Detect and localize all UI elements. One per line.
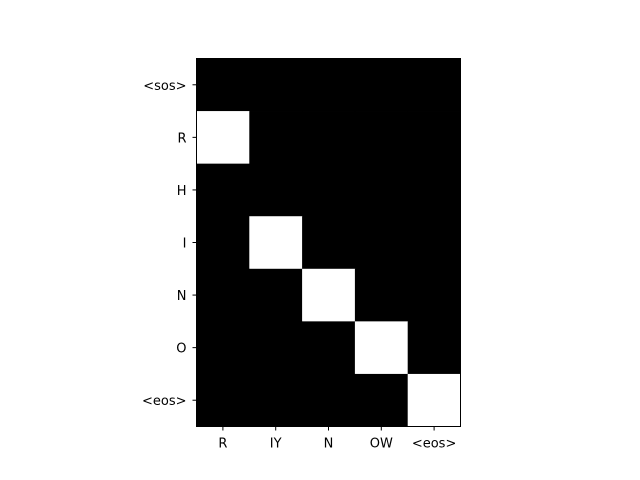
heatmap-cell <box>196 268 250 322</box>
heatmap-cell <box>302 216 356 270</box>
heatmap-cell <box>302 111 356 165</box>
heatmap-cell <box>407 268 461 322</box>
heatmap-cell <box>196 373 250 427</box>
heatmap-cell <box>196 216 250 270</box>
heatmap-cell <box>249 373 303 427</box>
x-tick-label: N <box>324 437 334 452</box>
heatmap-cell <box>196 163 250 217</box>
x-tick-label: R <box>218 437 227 452</box>
heatmap-cell <box>407 111 461 165</box>
x-tick-label: <eos> <box>412 437 457 452</box>
y-tick-label: I <box>183 237 187 252</box>
heatmap-cell <box>196 321 250 375</box>
heatmap-cell <box>249 58 303 112</box>
y-tick-label: O <box>176 342 186 357</box>
heatmap-cell <box>407 216 461 270</box>
heatmap-cell <box>407 321 461 375</box>
y-tick-label: H <box>177 184 187 199</box>
heatmap-cell <box>196 111 250 165</box>
heatmap-cells <box>196 58 461 427</box>
heatmap-cell <box>249 321 303 375</box>
heatmap-cell <box>407 58 461 112</box>
heatmap-cell <box>302 58 356 112</box>
heatmap-cell <box>354 111 409 165</box>
heatmap-cell <box>302 373 356 427</box>
heatmap-cell <box>354 321 409 375</box>
y-tick-label: N <box>177 289 187 304</box>
heatmap-cell <box>354 373 409 427</box>
heatmap-cell <box>354 216 409 270</box>
x-axis-ticks: R IY N OW <eos> <box>218 426 457 452</box>
y-tick-label: <eos> <box>142 394 187 409</box>
heatmap-cell <box>407 373 461 427</box>
heatmap-cell <box>302 268 356 322</box>
y-axis-ticks: <sos> R H I N O <eos> <box>142 79 197 409</box>
heatmap-cell <box>249 216 303 270</box>
heatmap-cell <box>196 58 250 112</box>
x-tick-label: IY <box>270 437 282 452</box>
x-tick-label: OW <box>370 437 393 452</box>
heatmap-cell <box>249 268 303 322</box>
heatmap-cell <box>354 268 409 322</box>
heatmap-cell <box>354 58 409 112</box>
heatmap-cell <box>354 163 409 217</box>
heatmap-cell <box>407 163 461 217</box>
y-tick-label: R <box>177 131 186 146</box>
heatmap-cell <box>302 163 356 217</box>
heatmap-cell <box>249 111 303 165</box>
heatmap-cell <box>302 321 356 375</box>
heatmap-cell <box>249 163 303 217</box>
y-tick-label: <sos> <box>143 79 186 94</box>
